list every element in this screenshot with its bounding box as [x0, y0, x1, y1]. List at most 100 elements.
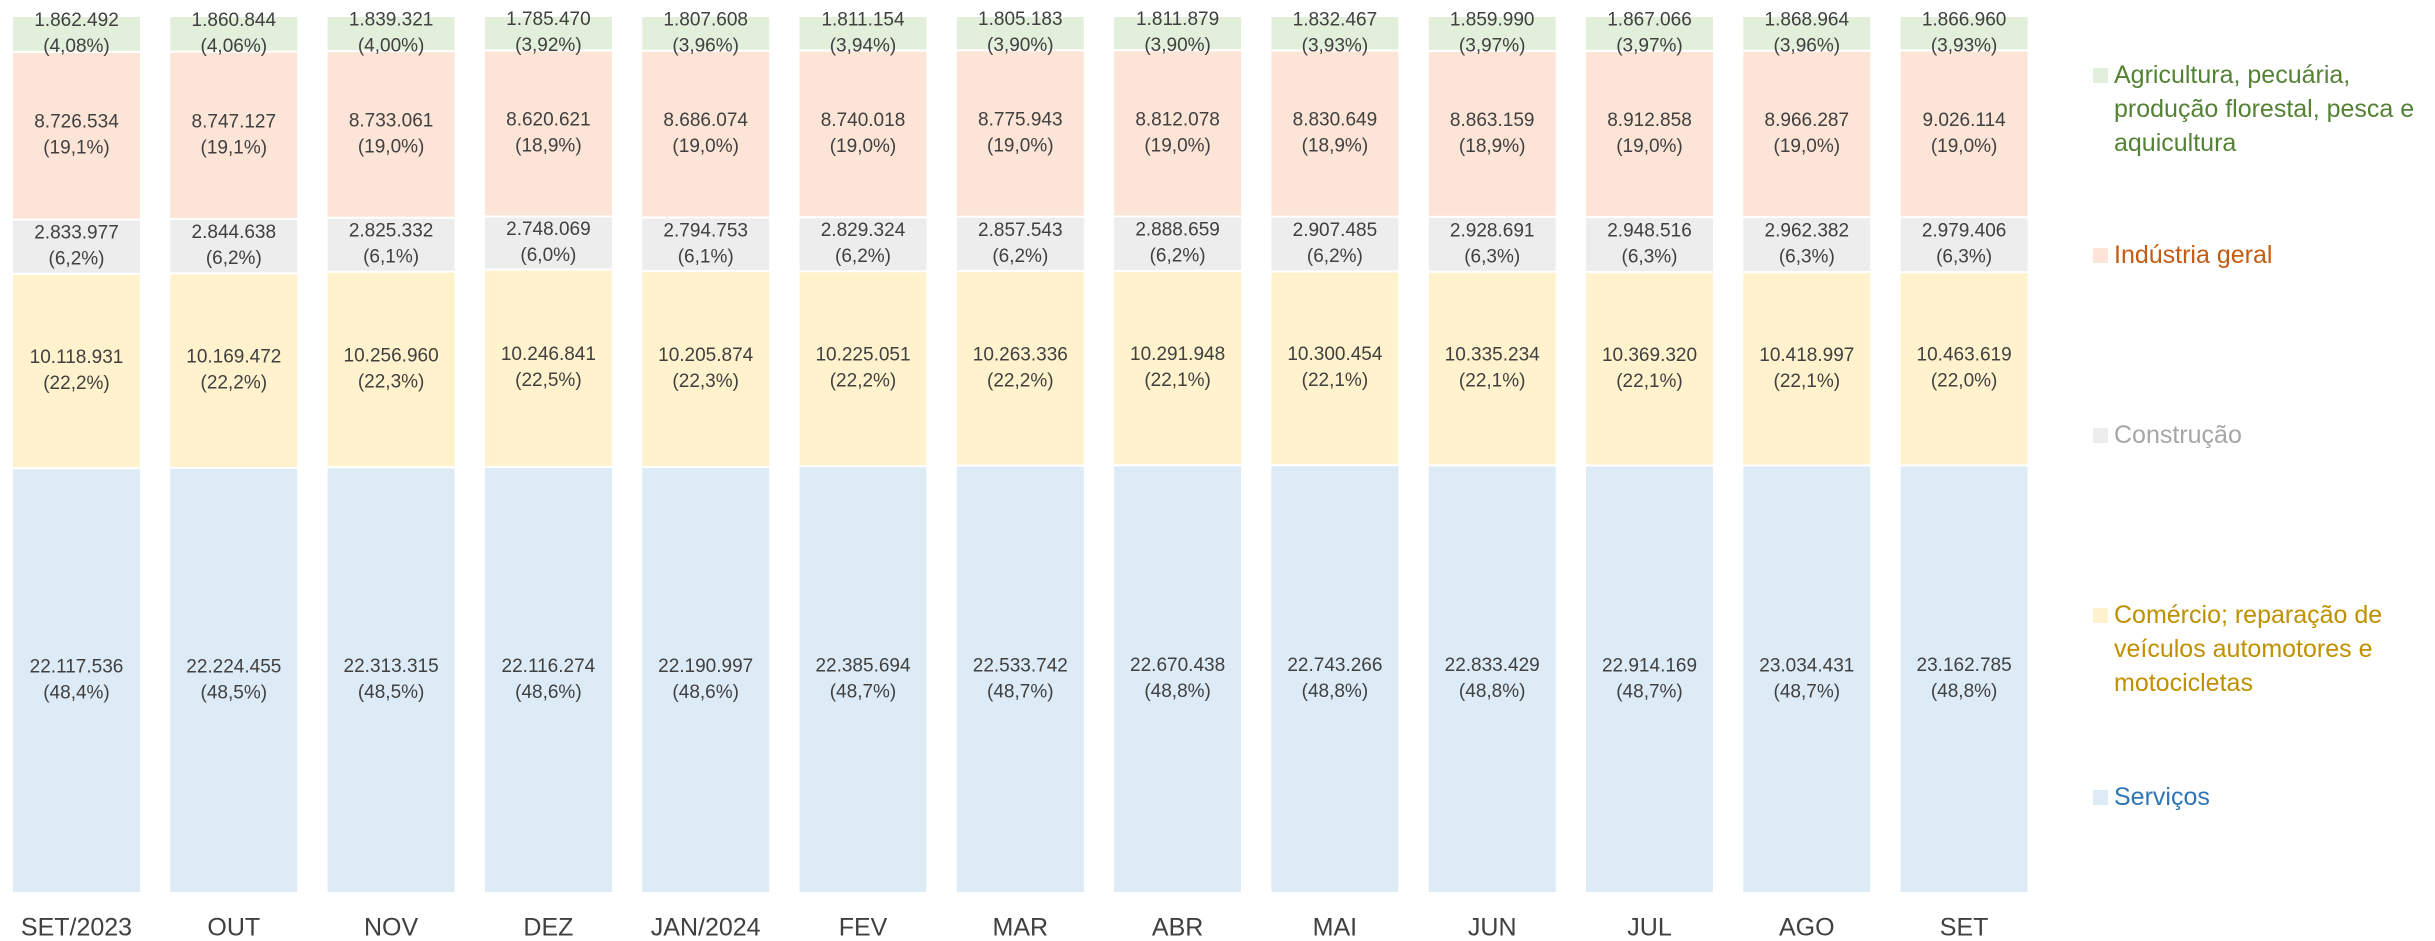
share-label: (3,97%) — [1616, 35, 1683, 56]
bar-segment — [11, 272, 142, 470]
value-label: 1.868.964 — [1765, 9, 1850, 30]
bar-segment — [797, 216, 929, 273]
legend-label: Comércio; reparação de veículos automoto… — [2114, 601, 2383, 697]
legend-swatch — [2093, 68, 2108, 83]
share-label: (22,1%) — [1459, 371, 1526, 392]
value-label: 10.225.051 — [815, 345, 910, 366]
legend-item: Indústria geral — [2093, 238, 2433, 272]
bar-segment — [11, 218, 142, 275]
value-label: 8.747.127 — [192, 111, 277, 132]
x-tick-label: NOV — [364, 914, 419, 941]
bar-segment — [325, 216, 457, 273]
value-label: 8.686.074 — [663, 110, 748, 131]
share-label: (18,9%) — [1302, 136, 1369, 157]
bar-segment — [11, 50, 142, 221]
bar-segment — [1741, 216, 1873, 274]
share-label: (22,3%) — [358, 371, 425, 392]
value-label: 10.335.234 — [1445, 345, 1541, 366]
share-label: (4,00%) — [358, 36, 425, 57]
legend-swatch — [2093, 428, 2108, 443]
bar-segment — [325, 466, 457, 894]
share-label: (19,0%) — [1144, 135, 1211, 156]
share-label: (19,0%) — [1931, 136, 1998, 157]
bar-segment — [640, 216, 772, 273]
value-label: 8.966.287 — [1765, 110, 1850, 131]
bar-segment — [1898, 216, 2030, 274]
share-label: (48,7%) — [830, 682, 897, 703]
x-tick-label: JAN/2024 — [651, 914, 761, 941]
x-tick-label: SET — [1940, 914, 1989, 941]
value-label: 22.190.997 — [658, 656, 753, 677]
bar-segment — [1426, 49, 1558, 218]
value-label: 2.857.543 — [978, 220, 1063, 241]
bar-segment — [482, 15, 614, 52]
bar-segment — [482, 465, 614, 894]
bar-segment — [1741, 15, 1873, 52]
bar-segment — [954, 215, 1086, 272]
value-label: 10.169.472 — [186, 347, 281, 368]
share-label: (3,96%) — [672, 35, 739, 56]
share-label: (3,92%) — [515, 35, 582, 56]
share-label: (22,0%) — [1931, 371, 1998, 392]
legend-item: Construção — [2093, 418, 2433, 452]
value-label: 1.805.183 — [978, 9, 1063, 30]
bar-segment — [325, 270, 457, 469]
bar-segment — [954, 464, 1086, 894]
value-label: 22.914.169 — [1602, 655, 1697, 676]
value-label: 10.205.874 — [658, 345, 754, 366]
share-label: (6,2%) — [992, 246, 1048, 267]
bar-segment — [1426, 270, 1558, 467]
value-label: 2.907.485 — [1293, 220, 1378, 241]
x-tick-label: SET/2023 — [21, 914, 132, 941]
share-label: (18,9%) — [515, 135, 582, 156]
legend-label: Serviços — [2114, 783, 2210, 811]
share-label: (19,0%) — [358, 136, 425, 157]
bar-segment — [325, 15, 457, 53]
value-label: 22.533.742 — [973, 655, 1068, 676]
share-label: (22,5%) — [515, 370, 582, 391]
bar-segment — [954, 269, 1086, 467]
bar-segment — [1898, 464, 2030, 894]
value-label: 22.833.429 — [1445, 655, 1540, 676]
value-label: 10.418.997 — [1759, 345, 1854, 366]
share-label: (3,96%) — [1774, 35, 1841, 56]
value-label: 8.775.943 — [978, 109, 1063, 130]
share-label: (3,90%) — [987, 35, 1054, 56]
value-label: 10.291.948 — [1130, 344, 1225, 365]
x-tick-label: OUT — [207, 914, 260, 941]
bar-segment — [1426, 215, 1558, 273]
share-label: (6,3%) — [1779, 247, 1835, 268]
share-label: (48,5%) — [201, 682, 268, 703]
share-label: (6,3%) — [1622, 247, 1678, 268]
share-label: (48,6%) — [672, 682, 739, 703]
share-label: (48,8%) — [1459, 681, 1526, 702]
value-label: 1.832.467 — [1293, 9, 1378, 30]
share-label: (22,2%) — [987, 370, 1054, 391]
bar-segment — [1584, 271, 1715, 467]
value-label: 1.866.960 — [1922, 9, 2007, 30]
value-label: 2.829.324 — [821, 220, 906, 241]
share-label: (48,5%) — [358, 682, 425, 703]
bar-segment — [1584, 464, 1715, 894]
value-label: 10.300.454 — [1287, 344, 1383, 365]
value-label: 22.116.274 — [502, 656, 596, 677]
value-label: 10.118.931 — [30, 347, 124, 368]
bar-segment — [1898, 271, 2030, 467]
bar-segment — [168, 466, 300, 894]
value-label: 1.785.470 — [506, 9, 591, 30]
share-label: (22,1%) — [1144, 370, 1211, 391]
bar-segment — [1584, 15, 1715, 52]
bar-segment — [640, 49, 772, 219]
bar-segment — [1112, 215, 1244, 272]
value-label: 22.224.455 — [186, 656, 281, 677]
value-label: 10.256.960 — [344, 345, 439, 366]
bar-segment — [1584, 216, 1715, 274]
legend-label: Construção — [2114, 421, 2242, 449]
share-label: (19,0%) — [1774, 136, 1841, 157]
value-label: 8.830.649 — [1293, 110, 1378, 131]
bar-segment — [1269, 15, 1401, 52]
share-label: (6,0%) — [520, 245, 576, 266]
value-label: 8.733.061 — [349, 110, 434, 131]
bar-segment — [11, 467, 142, 894]
share-label: (3,93%) — [1931, 35, 1998, 56]
